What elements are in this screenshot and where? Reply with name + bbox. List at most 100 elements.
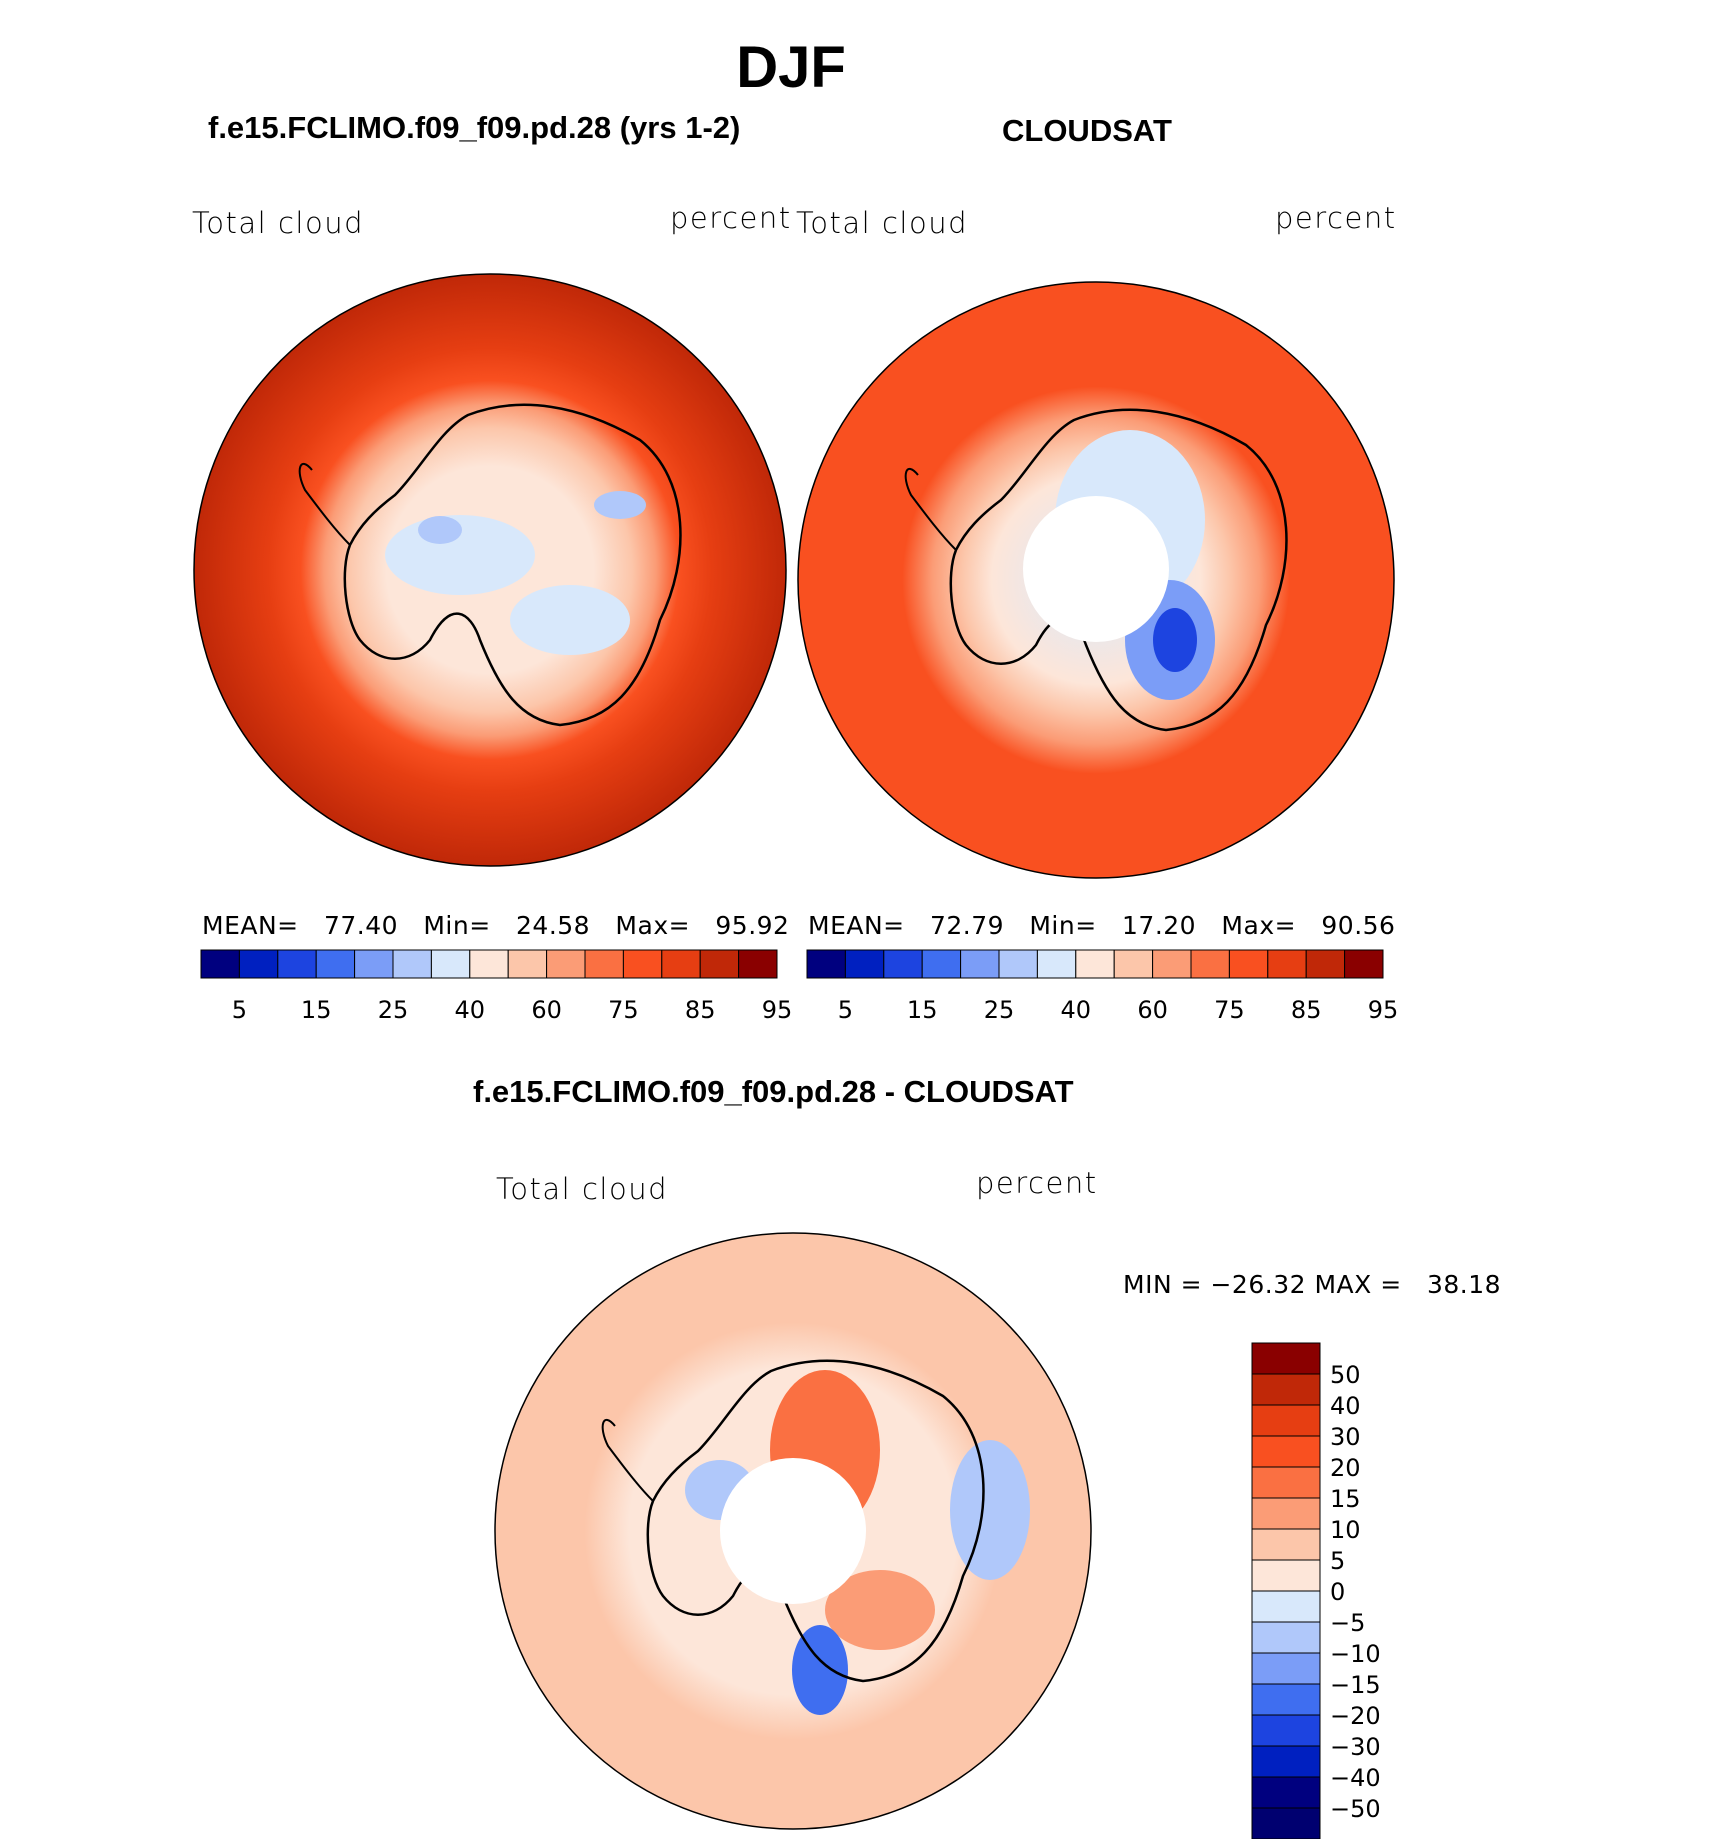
- colorbar-swatch: [661, 949, 701, 979]
- colorbar-obs: 5 15 25 40 60 75 85 95: [806, 949, 1399, 1024]
- colorbar-swatch: [1113, 949, 1154, 979]
- colorbar-tick-label: 15: [301, 996, 332, 1024]
- map-diff-boundary: [494, 1232, 1092, 1830]
- colorbar-swatch: [1251, 1621, 1321, 1654]
- colorbar-swatch: [1251, 1683, 1321, 1716]
- colorbar-swatch: [1251, 1466, 1321, 1499]
- colorbar-swatch: [921, 949, 962, 979]
- map-diff-missing-data: [720, 1458, 866, 1604]
- map-obs-coastline: [949, 408, 1288, 732]
- colorbar-tick-label: 5: [838, 996, 853, 1024]
- colorbar-swatch: [392, 949, 432, 979]
- colorbar-swatch: [1251, 1497, 1321, 1530]
- colorbar-tick-label: 15: [1330, 1485, 1361, 1513]
- colorbar-tick-label: 10: [1330, 1516, 1361, 1544]
- colorbar-swatch: [960, 949, 1000, 979]
- colorbar-swatch: [1251, 1714, 1321, 1747]
- colorbar-swatch: [1305, 949, 1346, 979]
- colorbar-tick-label: 5: [1330, 1547, 1345, 1575]
- colorbar-swatch: [738, 949, 778, 979]
- colorbar-tick-label: 75: [1214, 996, 1245, 1024]
- diff-variable-label: Total cloud: [496, 1172, 668, 1206]
- map-model-blue-patch: [418, 516, 462, 544]
- colorbar-swatch: [1190, 949, 1230, 979]
- map-diff: [494, 1232, 1092, 1830]
- map-obs-peninsula: [904, 467, 957, 551]
- colorbar-swatch: [277, 949, 317, 979]
- colorbar-tick-label: 5: [232, 996, 247, 1024]
- map-model-blue-region-2: [510, 585, 630, 655]
- colorbar-swatch: [806, 949, 846, 979]
- colorbar-swatch: [1251, 1404, 1321, 1437]
- panel2-title: CLOUDSAT: [1002, 113, 1172, 148]
- colorbar-swatch: [1251, 1652, 1321, 1685]
- diff-stats: MIN = −26.32 MAX = 38.18: [1123, 1270, 1502, 1299]
- colorbar-tick-label: 85: [1291, 996, 1322, 1024]
- colorbar-swatch: [844, 949, 885, 979]
- colorbar-tick-label: 85: [685, 996, 716, 1024]
- map-model-coastline: [343, 403, 682, 727]
- panel1-variable-label: Total cloud: [192, 206, 364, 240]
- map-model: [193, 273, 787, 867]
- panel1-units-label: percent: [670, 201, 792, 235]
- map-diff-peninsula: [601, 1418, 654, 1502]
- map-obs-missing-data: [1023, 496, 1169, 642]
- colorbar-swatch: [1036, 949, 1077, 979]
- panel2-variable-label: Total cloud: [796, 206, 968, 240]
- colorbar-tick-label: 60: [1137, 996, 1168, 1024]
- colorbar-swatch: [430, 949, 471, 979]
- colorbar-tick-label: 95: [1368, 996, 1399, 1024]
- colorbar-tick-label: 40: [1330, 1392, 1361, 1420]
- colorbar-tick-label: −40: [1330, 1764, 1381, 1792]
- colorbar-tick-label: 50: [1330, 1361, 1361, 1389]
- map-obs: [797, 281, 1395, 879]
- colorbar-swatch: [1251, 1435, 1321, 1468]
- figure-title: DJF: [736, 35, 846, 100]
- colorbar-tick-label: 95: [762, 996, 793, 1024]
- panel1-title: f.e15.FCLIMO.f09_f09.pd.28 (yrs 1-2): [208, 110, 741, 145]
- colorbar-tick-label: −30: [1330, 1733, 1381, 1761]
- colorbar-tick-label: −10: [1330, 1640, 1381, 1668]
- colorbar-tick-label: 40: [455, 996, 486, 1024]
- colorbar-tick-label: −20: [1330, 1702, 1381, 1730]
- colorbar-swatch: [546, 949, 586, 979]
- colorbar-swatch: [1075, 949, 1115, 979]
- panel1-stats: MEAN= 77.40 Min= 24.58 Max= 95.92: [202, 911, 790, 940]
- panel2-units-label: percent: [1275, 201, 1397, 235]
- colorbar-tick-label: 15: [907, 996, 938, 1024]
- colorbar-swatch: [998, 949, 1038, 979]
- colorbar-model: 5 15 25 40 60 75 85 95: [200, 949, 793, 1024]
- colorbar-swatch: [1251, 1373, 1321, 1406]
- colorbar-swatch: [1251, 1807, 1321, 1839]
- colorbar-swatch: [1251, 1590, 1321, 1623]
- colorbar-tick-label: −5: [1330, 1609, 1365, 1637]
- colorbar-swatch: [238, 949, 279, 979]
- colorbar-tick-label: 30: [1330, 1423, 1361, 1451]
- diff-title: f.e15.FCLIMO.f09_f09.pd.28 - CLOUDSAT: [473, 1074, 1074, 1109]
- colorbar-swatch: [315, 949, 356, 979]
- colorbar-swatch: [1251, 1776, 1321, 1809]
- colorbar-swatch: [1267, 949, 1307, 979]
- colorbar-tick-label: 40: [1061, 996, 1092, 1024]
- panel2-stats: MEAN= 72.79 Min= 17.20 Max= 90.56: [808, 911, 1396, 940]
- colorbar-swatch: [200, 949, 240, 979]
- colorbar-swatch: [1251, 1342, 1321, 1375]
- colorbar-swatch: [354, 949, 394, 979]
- map-model-peninsula: [298, 462, 351, 546]
- colorbar-swatch: [622, 949, 663, 979]
- colorbar-tick-label: 60: [531, 996, 562, 1024]
- colorbar-swatch: [1228, 949, 1269, 979]
- colorbar-swatch: [1251, 1528, 1321, 1561]
- map-diff-blue-region: [950, 1440, 1030, 1580]
- colorbar-tick-label: 75: [608, 996, 639, 1024]
- colorbar-swatch: [883, 949, 923, 979]
- map-diff-red-region-2: [825, 1570, 935, 1650]
- colorbar-swatch: [507, 949, 548, 979]
- colorbar-tick-label: 20: [1330, 1454, 1361, 1482]
- colorbar-tick-label: −15: [1330, 1671, 1381, 1699]
- colorbar-swatch: [1251, 1745, 1321, 1778]
- colorbar-swatch: [1344, 949, 1384, 979]
- map-model-blue-patch-2: [594, 491, 646, 519]
